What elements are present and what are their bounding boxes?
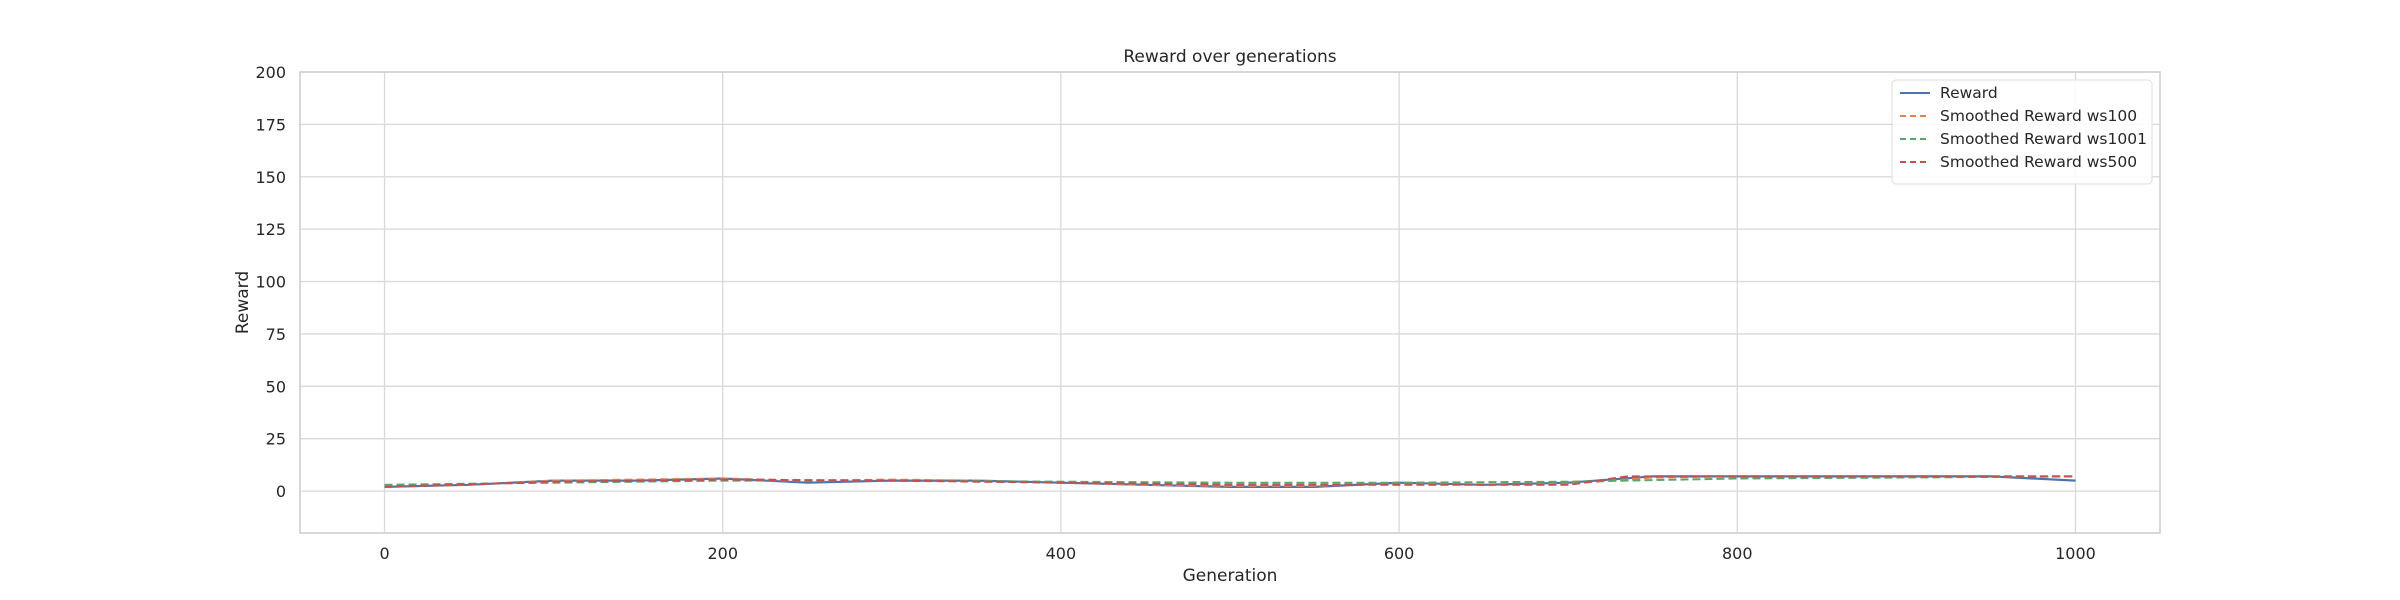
x-tick-label: 400 [1046,544,1077,563]
x-tick-label: 0 [379,544,389,563]
legend-label: Smoothed Reward ws1001 [1940,130,2147,148]
y-tick-label: 200 [255,63,286,82]
legend-label: Reward [1940,84,1998,102]
y-tick-label: 0 [276,482,286,501]
y-tick-label: 150 [255,168,286,187]
x-axis-title: Generation [1183,566,1278,586]
chart-title: Reward over generations [1123,47,1336,67]
series-line-smoothed-reward-ws500 [384,475,2076,488]
x-tick-label: 1000 [2055,544,2096,563]
legend-label: Smoothed Reward ws100 [1940,107,2137,125]
y-tick-label: 175 [255,115,286,134]
x-tick-label: 200 [707,544,738,563]
y-tick-label: 25 [266,430,286,449]
y-tick-label: 100 [255,273,286,292]
legend-box [1891,79,2153,185]
y-tick-label: 75 [266,325,286,344]
legend: Reward Smoothed Reward ws100 Smoothed Rewa… [1891,79,2153,185]
y-tick-label: 125 [255,220,286,239]
x-tick-label: 800 [1722,544,1753,563]
series-layer [384,475,2076,488]
x-tick-label: 600 [1384,544,1415,563]
tick-labels: 0 200 400 600 800 1000 0 25 50 75 100 125 150 175 200 [255,63,2095,563]
legend-label: Smoothed Reward ws500 [1940,153,2137,171]
axes-frame [299,71,2161,534]
y-axis-title: Reward [233,271,253,334]
y-tick-label: 50 [266,377,286,396]
